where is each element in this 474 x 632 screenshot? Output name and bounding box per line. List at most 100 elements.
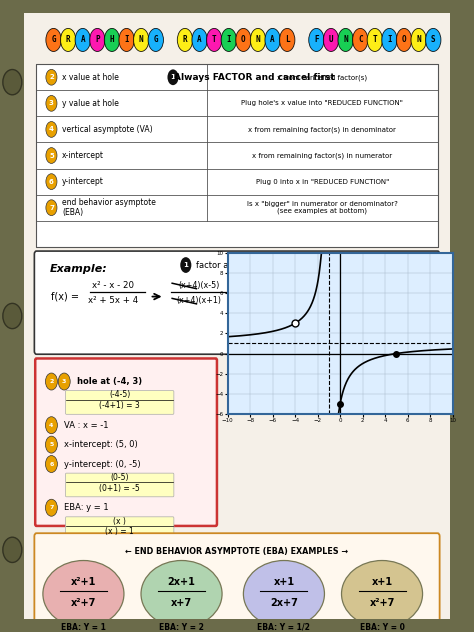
Text: (0+1) = -5: (0+1) = -5 <box>100 484 140 493</box>
Text: (x ) = 1: (x ) = 1 <box>105 528 134 537</box>
Text: x² - x - 20: x² - x - 20 <box>92 281 134 290</box>
Ellipse shape <box>426 28 441 51</box>
Ellipse shape <box>265 28 280 51</box>
Text: 4: 4 <box>49 423 54 428</box>
Text: 7: 7 <box>49 205 54 210</box>
Text: 5: 5 <box>49 442 54 447</box>
Text: 1: 1 <box>171 74 175 80</box>
Text: x² + 5x + 4: x² + 5x + 4 <box>88 296 138 305</box>
Text: N: N <box>255 35 260 44</box>
Text: (x+4)(x-5): (x+4)(x-5) <box>178 281 219 290</box>
FancyBboxPatch shape <box>34 533 439 632</box>
Ellipse shape <box>104 28 119 51</box>
Text: Is x "bigger" in numerator or denominator?
(see examples at bottom): Is x "bigger" in numerator or denominato… <box>247 201 398 214</box>
Circle shape <box>46 416 57 434</box>
Ellipse shape <box>236 28 251 51</box>
Circle shape <box>46 148 57 164</box>
Circle shape <box>46 200 57 216</box>
Circle shape <box>46 174 57 190</box>
Text: x from remaining factor(s) in numerator: x from remaining factor(s) in numerator <box>252 152 392 159</box>
FancyBboxPatch shape <box>65 391 174 415</box>
Circle shape <box>167 70 179 85</box>
Text: vertical asymptote (VA): vertical asymptote (VA) <box>62 125 153 134</box>
Text: N: N <box>416 35 421 44</box>
Text: (-4-5): (-4-5) <box>109 391 130 399</box>
Circle shape <box>46 456 57 473</box>
Text: G: G <box>51 35 56 44</box>
Ellipse shape <box>207 28 222 51</box>
Ellipse shape <box>323 28 339 51</box>
Text: 6: 6 <box>49 461 54 466</box>
Text: x value at hole: x value at hole <box>62 73 119 82</box>
Text: C: C <box>358 35 363 44</box>
Text: VA : x = -1: VA : x = -1 <box>64 421 109 430</box>
Ellipse shape <box>177 28 192 51</box>
Text: R: R <box>66 35 71 44</box>
FancyBboxPatch shape <box>254 257 438 349</box>
Ellipse shape <box>250 28 266 51</box>
Text: x+1: x+1 <box>273 577 294 586</box>
Ellipse shape <box>148 28 164 51</box>
FancyBboxPatch shape <box>35 358 217 526</box>
Text: 5: 5 <box>49 152 54 159</box>
FancyBboxPatch shape <box>65 473 174 497</box>
Text: I: I <box>387 35 392 44</box>
Circle shape <box>46 373 57 390</box>
Text: EBA: Y = 2: EBA: Y = 2 <box>159 623 204 632</box>
Text: (0-5): (0-5) <box>110 473 129 482</box>
Text: ← END BEHAVIOR ASYMPTOTE (EBA) EXAMPLES →: ← END BEHAVIOR ASYMPTOTE (EBA) EXAMPLES … <box>126 547 348 556</box>
Circle shape <box>46 436 57 453</box>
Ellipse shape <box>61 28 76 51</box>
Ellipse shape <box>221 28 237 51</box>
Text: x from remaining factor(s) in denominator: x from remaining factor(s) in denominato… <box>248 126 396 133</box>
Text: S: S <box>431 35 436 44</box>
Circle shape <box>46 70 57 85</box>
Ellipse shape <box>119 28 134 51</box>
Ellipse shape <box>338 28 353 51</box>
Text: U: U <box>328 35 333 44</box>
Text: x²+1: x²+1 <box>71 577 96 586</box>
Ellipse shape <box>382 28 397 51</box>
Ellipse shape <box>46 28 61 51</box>
Bar <box>36 64 438 247</box>
Text: EBA: y = 1: EBA: y = 1 <box>64 503 109 512</box>
Text: "REDUCED FUNCTION": "REDUCED FUNCTION" <box>304 268 387 274</box>
Ellipse shape <box>43 561 124 627</box>
Text: EBA: Y = 1/2: EBA: Y = 1/2 <box>257 623 310 632</box>
Text: (-4+1) = 3: (-4+1) = 3 <box>100 401 140 410</box>
Circle shape <box>46 95 57 111</box>
Text: x²+7: x²+7 <box>369 598 395 608</box>
FancyBboxPatch shape <box>34 251 439 354</box>
Text: O: O <box>402 35 406 44</box>
Text: 2x+7: 2x+7 <box>270 598 298 608</box>
Text: f(x) =: f(x) = <box>51 291 80 301</box>
Ellipse shape <box>280 28 295 51</box>
Text: 2: 2 <box>49 379 54 384</box>
FancyBboxPatch shape <box>65 517 174 540</box>
Text: 2x+1: 2x+1 <box>168 577 195 586</box>
Text: x+1: x+1 <box>372 577 392 586</box>
Text: (x+4)(x+1): (x+4)(x+1) <box>176 296 221 305</box>
Text: x+7: x+7 <box>171 598 192 608</box>
Text: T: T <box>212 35 217 44</box>
Text: A: A <box>81 35 85 44</box>
Text: A: A <box>197 35 202 44</box>
Text: x²+7: x²+7 <box>71 598 96 608</box>
Ellipse shape <box>141 561 222 627</box>
Ellipse shape <box>134 28 149 51</box>
Circle shape <box>46 121 57 137</box>
Text: x-intercept: (5, 0): x-intercept: (5, 0) <box>64 440 138 449</box>
Text: L: L <box>285 35 290 44</box>
Text: 4: 4 <box>49 126 54 133</box>
Text: y-intercept: y-intercept <box>62 177 104 186</box>
Text: G: G <box>154 35 158 44</box>
Text: R: R <box>182 35 187 44</box>
Text: I: I <box>124 35 129 44</box>
Circle shape <box>58 373 70 390</box>
Text: x from cancelled factor(s): x from cancelled factor(s) <box>277 74 367 80</box>
Ellipse shape <box>309 28 324 51</box>
Text: Plug hole's x value into "REDUCED FUNCTION": Plug hole's x value into "REDUCED FUNCTI… <box>241 100 403 106</box>
Text: (x ): (x ) <box>113 516 126 526</box>
Text: 7: 7 <box>49 505 54 510</box>
Text: H: H <box>109 35 114 44</box>
